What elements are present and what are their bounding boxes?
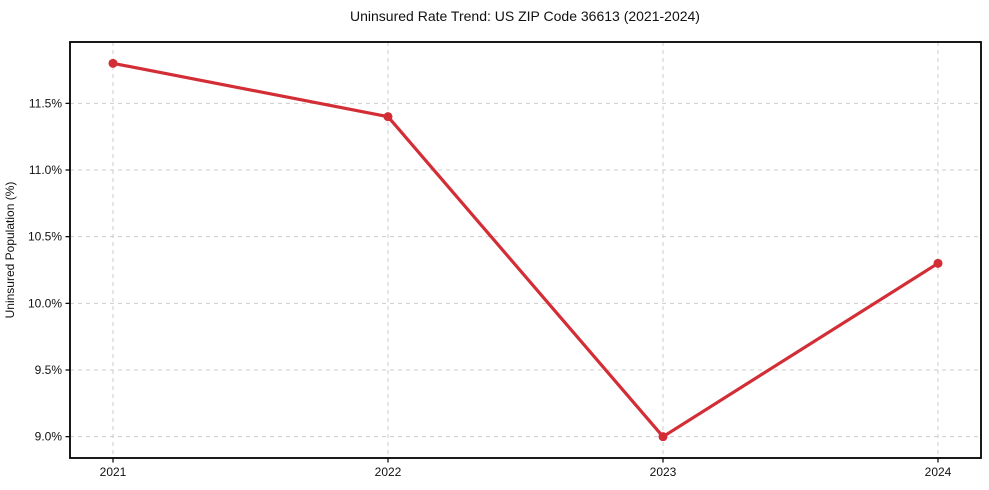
data-point-marker: [658, 432, 668, 442]
data-point-marker: [108, 58, 118, 68]
x-tick-label: 2021: [100, 465, 127, 479]
plot-border: [69, 41, 982, 459]
x-tick-label: 2023: [650, 465, 677, 479]
y-tick-label: 9.0%: [35, 430, 63, 444]
ticks-layer: 2021 2022 2023 2024 9.0% 9.5% 10.0% 10.5% 11.0% 1…: [28, 96, 952, 479]
y-tick-label: 9.5%: [35, 363, 63, 377]
y-tick-label: 10.0%: [28, 296, 62, 310]
y-tick-label: 10.5%: [28, 230, 62, 244]
series-layer: [108, 58, 943, 442]
chart-title: Uninsured Rate Trend: US ZIP Code 36613 …: [350, 8, 700, 24]
y-tick-label: 11.5%: [29, 96, 62, 110]
data-point-marker: [933, 258, 943, 268]
data-point-marker: [383, 112, 393, 122]
axes-layer: [69, 41, 982, 459]
x-tick-label: 2024: [925, 465, 952, 479]
trend-line: [111, 61, 940, 439]
grid-layer: [70, 42, 981, 458]
x-tick-label: 2022: [375, 465, 402, 479]
y-tick-label: 11.0%: [29, 163, 62, 177]
y-axis-label: Uninsured Population (%): [3, 182, 17, 319]
